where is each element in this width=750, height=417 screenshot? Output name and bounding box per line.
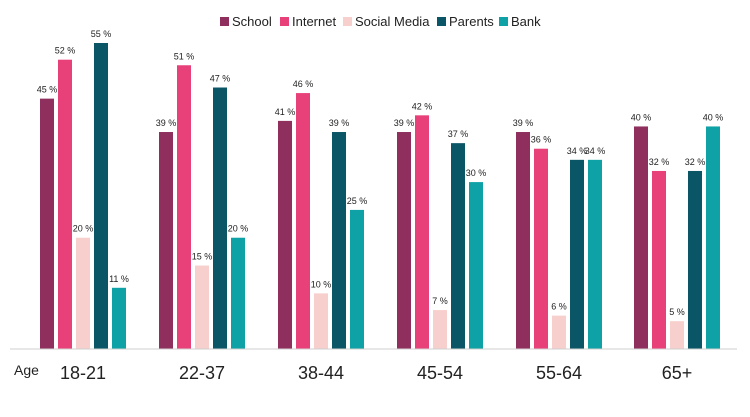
bar-parents-18-21	[94, 43, 108, 349]
data-label: 51 %	[174, 51, 195, 61]
data-label: 45 %	[37, 85, 58, 95]
bar-internet-45-54	[415, 115, 429, 349]
legend: School Internet Social Media Parents Bank	[220, 14, 541, 29]
bar-social-media-55-64	[552, 315, 566, 349]
bar-parents-22-37	[213, 87, 227, 349]
bar-social-media-18-21	[76, 237, 90, 349]
bar-social-media-22-37	[195, 265, 209, 349]
bar-social-media-38-44	[314, 293, 328, 349]
data-label: 39 %	[394, 118, 415, 128]
data-label: 34 %	[567, 146, 588, 156]
category-label: 65+	[662, 363, 693, 383]
legend-label: Bank	[511, 14, 541, 29]
category-label: 38-44	[298, 363, 344, 383]
data-label: 34 %	[585, 146, 606, 156]
category-label: 45-54	[417, 363, 463, 383]
legend-label: Parents	[449, 14, 494, 29]
data-label: 40 %	[703, 112, 724, 122]
bar-social-media-45-54	[433, 310, 447, 349]
data-label: 20 %	[228, 224, 249, 234]
data-label: 30 %	[466, 168, 487, 178]
bar-internet-22-37	[177, 65, 191, 349]
data-label: 47 %	[210, 74, 231, 84]
legend-swatch-parents	[437, 17, 446, 26]
bar-school-65+	[634, 126, 648, 349]
data-label: 39 %	[513, 118, 534, 128]
legend-label: Internet	[292, 14, 336, 29]
data-label: 41 %	[275, 107, 296, 117]
data-label: 25 %	[347, 196, 368, 206]
bar-social-media-65+	[670, 321, 684, 349]
category-label: 55-64	[536, 363, 582, 383]
legend-swatch-social-media	[343, 17, 352, 26]
bar-school-45-54	[397, 132, 411, 349]
bar-school-22-37	[159, 132, 173, 349]
bar-bank-45-54	[469, 182, 483, 349]
bar-bank-22-37	[231, 237, 245, 349]
data-label: 7 %	[432, 296, 448, 306]
legend-label: School	[232, 14, 272, 29]
bar-school-38-44	[278, 120, 292, 350]
category-label: 22-37	[179, 363, 225, 383]
data-label: 39 %	[329, 118, 350, 128]
data-label: 52 %	[55, 46, 76, 56]
legend-swatch-school	[220, 17, 229, 26]
data-label: 36 %	[531, 135, 552, 145]
category-label: 18-21	[60, 363, 106, 383]
bar-bank-65+	[706, 126, 720, 349]
data-label: 15 %	[192, 252, 213, 262]
data-label: 37 %	[448, 129, 469, 139]
bars	[40, 43, 720, 350]
legend-swatch-bank	[499, 17, 508, 26]
bar-school-55-64	[516, 132, 530, 349]
bar-parents-45-54	[451, 143, 465, 349]
data-label: 11 %	[109, 274, 129, 284]
bar-internet-18-21	[58, 59, 72, 349]
data-label: 46 %	[293, 79, 314, 89]
legend-swatch-internet	[280, 17, 289, 26]
bar-internet-65+	[652, 170, 666, 349]
data-label: 32 %	[649, 157, 670, 167]
bar-internet-38-44	[296, 93, 310, 349]
data-label: 39 %	[156, 118, 177, 128]
data-label: 10 %	[311, 279, 332, 289]
bar-school-18-21	[40, 98, 54, 350]
bar-parents-65+	[688, 170, 702, 349]
data-label: 20 %	[73, 224, 94, 234]
data-label: 5 %	[669, 307, 685, 317]
x-axis-title: Age	[14, 362, 39, 378]
bar-labels: 45 % 52 % 20 % 55 % 11 % 39 % 51 % 15 % 47 % 20 %…	[37, 29, 724, 317]
bar-parents-38-44	[332, 132, 346, 349]
data-label: 6 %	[551, 302, 567, 312]
bar-bank-18-21	[112, 287, 126, 349]
data-label: 42 %	[412, 101, 433, 111]
legend-label: Social Media	[355, 14, 430, 29]
data-label: 40 %	[631, 112, 652, 122]
data-label: 55 %	[91, 29, 112, 39]
data-label: 32 %	[685, 157, 706, 167]
bar-bank-38-44	[350, 209, 364, 349]
bar-bank-55-64	[588, 159, 602, 349]
category-labels: 18-21 22-37 38-44 45-54 55-64 65+	[60, 363, 692, 383]
bar-internet-55-64	[534, 148, 548, 349]
bar-parents-55-64	[570, 159, 584, 349]
